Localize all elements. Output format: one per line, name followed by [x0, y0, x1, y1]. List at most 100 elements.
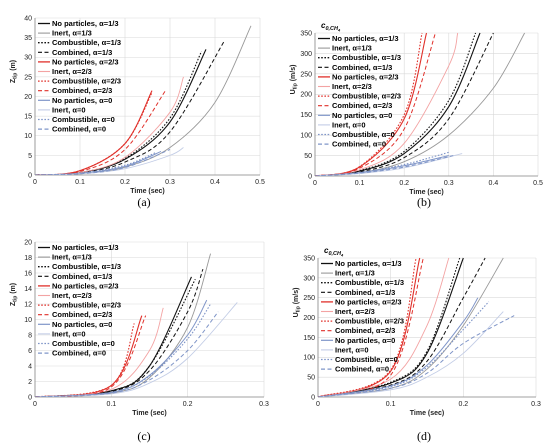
x-tick-label: 0: [33, 401, 37, 408]
x-axis-label: Time (sec): [132, 410, 167, 417]
x-tick-label: 0: [33, 179, 37, 186]
y-tick-label: 350: [303, 255, 315, 262]
plot-area: [315, 33, 538, 176]
y-tick-label: 50: [304, 153, 312, 160]
legend-entry: Inert, α=2/3: [335, 307, 375, 316]
x-tick-label: 0.1: [106, 401, 116, 408]
panel-caption: (d): [417, 429, 431, 443]
y-tick-label: 150: [303, 335, 315, 342]
chart-panel-b: 0 50 100 150 200 250 300 350 0 0.1 0.2 0.3 0.4 0.5 Tim…: [290, 21, 543, 209]
y-tick-label: 6: [28, 348, 32, 355]
y-axis-label: Utip (m/s): [293, 288, 302, 318]
legend-entry: Combined, α=1/3: [332, 63, 392, 72]
legend-entry: Inert, α=1/3: [52, 29, 92, 38]
legend-entry: Combustible, α=2/3: [335, 317, 404, 326]
legend-entry: No particles, α=0: [332, 111, 392, 120]
legend-entry: Combustible, α=2/3: [52, 77, 121, 86]
legend-entry: Combined, α=0: [332, 140, 386, 149]
legend-entry: Combustible, α=2/3: [52, 301, 121, 310]
x-tick-label: 0.4: [489, 180, 499, 187]
legend-entry: Inert, α=0: [52, 105, 86, 114]
series-line: [318, 257, 461, 397]
y-tick-label: 300: [300, 51, 312, 58]
x-tick-label: 0.5: [533, 180, 543, 187]
legend-entry: Combustible, α=1/3: [335, 278, 404, 287]
chart-panel-d: 0 50 100 150 200 250 300 350 0 0.1 0.2 0.3 Time (sec…: [293, 246, 541, 443]
legend-entry: No particles, α=2/3: [52, 57, 119, 66]
legend-entry: Combustible, α=2/3: [332, 92, 401, 101]
series-line: [35, 268, 204, 397]
y-tick-label: 0: [28, 394, 32, 401]
legend-entry: Combustible, α=0: [335, 355, 398, 364]
y-tick-label: 20: [24, 239, 32, 246]
y-tick-label: 30: [24, 55, 32, 62]
legend-entry: Combined, α=0: [52, 349, 106, 358]
legend-entry: Combined, α=2/3: [52, 310, 112, 319]
y-tick-label: 300: [303, 275, 315, 282]
legend-entry: Combustible, α=0: [52, 115, 115, 124]
x-tick-label: 0.2: [399, 180, 409, 187]
y-tick-label: 200: [303, 315, 315, 322]
y-axis-label: Ztip (m): [10, 60, 19, 83]
y-tick-label: 10: [24, 317, 32, 324]
x-axis-label: Time (sec): [410, 410, 445, 417]
panel-caption: (a): [137, 195, 150, 209]
y-tick-label: 10: [24, 133, 32, 140]
y-tick-label: 100: [303, 355, 315, 362]
series-line: [35, 302, 238, 397]
legend-entry: Combined, α=0: [52, 125, 106, 134]
y-tick-label: 5: [28, 153, 32, 160]
x-tick-label: 0.4: [210, 179, 220, 186]
x-tick-label: 0.1: [386, 401, 396, 408]
legend-entry: Inert, α=1/3: [335, 269, 375, 278]
fuel-annotation: c0,CH4: [321, 21, 341, 33]
legend-entry: Inert, α=1/3: [332, 44, 372, 53]
legend-entry: Inert, α=2/3: [52, 291, 92, 300]
legend-entry: Combined, α=2/3: [332, 101, 392, 110]
series-line: [35, 311, 219, 397]
y-tick-label: 2: [28, 379, 32, 386]
y-tick-label: 40: [24, 15, 32, 22]
legend-entry: Combined, α=1/3: [335, 288, 395, 297]
legend-entry: No particles, α=1/3: [335, 259, 402, 268]
series-line: [318, 257, 417, 397]
series-group: [35, 253, 238, 397]
legend-entry: Combustible, α=0: [52, 339, 115, 348]
x-axis-label: Time (sec): [409, 189, 444, 196]
legend-entry: No particles, α=2/3: [52, 281, 119, 290]
x-tick-label: 0.3: [444, 180, 454, 187]
series-group: [318, 257, 515, 397]
x-tick-label: 0.1: [75, 179, 85, 186]
legend-entry: Inert, α=0: [335, 345, 369, 354]
y-tick-label: 25: [24, 74, 32, 81]
y-axis-label: Ztip (m): [10, 283, 19, 306]
x-tick-label: 0.3: [531, 401, 541, 408]
legend-entry: Inert, α=1/3: [52, 253, 92, 262]
legend-entry: Inert, α=2/3: [52, 67, 92, 76]
legend-entry: Combustible, α=0: [332, 130, 395, 139]
y-tick-label: 35: [24, 35, 32, 42]
series-line: [35, 147, 184, 175]
legend-entry: No particles, α=1/3: [52, 19, 119, 28]
y-tick-label: 50: [307, 375, 315, 382]
legend-entry: Combined, α=0: [335, 365, 389, 374]
series-line: [35, 149, 171, 175]
y-tick-label: 200: [300, 92, 312, 99]
legend-entry: No particles, α=0: [335, 336, 395, 345]
plot-area: [318, 258, 536, 397]
y-tick-label: 0: [308, 173, 312, 180]
series-line: [315, 155, 454, 176]
x-tick-label: 0: [316, 401, 320, 408]
y-tick-label: 15: [24, 114, 32, 121]
series-line: [318, 297, 479, 397]
legend-entry: No particles, α=2/3: [332, 72, 399, 81]
legend-entry: No particles, α=0: [52, 96, 112, 105]
series-line: [318, 315, 515, 397]
y-tick-label: 20: [24, 94, 32, 101]
y-tick-label: 0: [311, 394, 315, 401]
x-tick-label: 0.3: [259, 401, 269, 408]
legend-entry: No particles, α=0: [52, 320, 112, 329]
